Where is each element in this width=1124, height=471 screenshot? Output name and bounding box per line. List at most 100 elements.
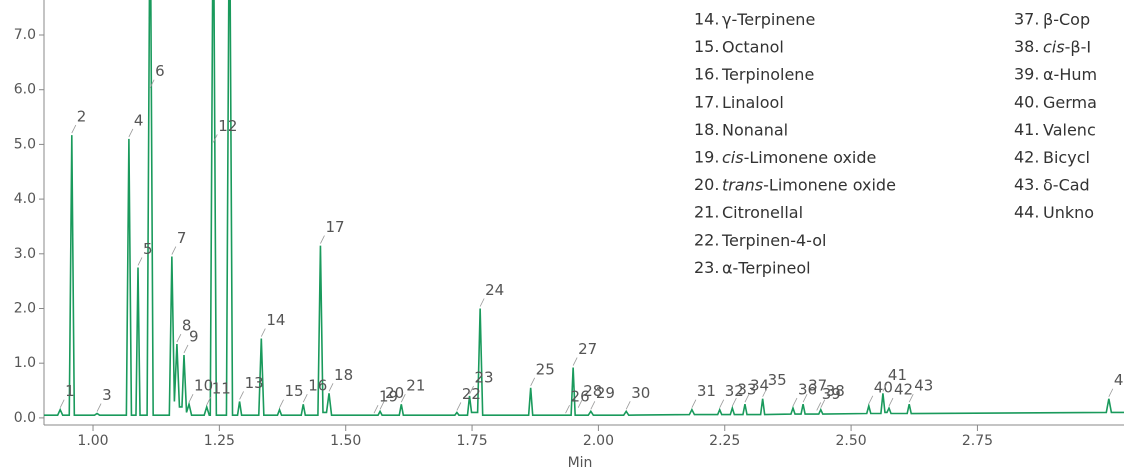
legend-text: α-Hum: [1043, 65, 1097, 84]
legend-italic: trans: [722, 175, 763, 194]
legend-text: Linalool: [722, 92, 784, 111]
peak-leader: [400, 394, 406, 403]
legend-name: cis-Limonene oxide: [722, 148, 876, 167]
legend-number: 22.: [694, 230, 719, 249]
peak-label: 7: [177, 229, 187, 247]
peak-leader: [908, 394, 914, 403]
peak-label: 37: [808, 377, 827, 395]
peak-label: 43: [914, 377, 933, 395]
y-tick-label: 4.0: [14, 191, 36, 207]
y-tick-label: 3.0: [14, 246, 36, 262]
peak-label: 23: [475, 369, 494, 387]
peak-leader: [320, 235, 325, 244]
legend-name: α-Hum: [1043, 65, 1097, 84]
peak-leader: [188, 394, 194, 403]
legend-number: 15.: [694, 37, 719, 56]
legend-name: γ-Terpinene: [722, 10, 815, 29]
legend-name: Bicycl: [1043, 148, 1090, 167]
peak-label: 12: [218, 117, 237, 135]
legend-italic: cis: [1043, 37, 1065, 56]
peak-label: 27: [578, 340, 597, 358]
peak-label: 3: [102, 386, 112, 404]
legend-text: -β-I: [1065, 37, 1091, 56]
legend-number: 19.: [694, 148, 719, 167]
peak-label: 16: [308, 377, 327, 395]
y-tick-label: 7.0: [14, 27, 36, 43]
peak-leader: [149, 79, 155, 88]
legend-number: 20.: [694, 175, 719, 194]
peak-leader: [691, 399, 697, 408]
peak-label: 41: [888, 366, 907, 384]
legend-text: -Limonene oxide: [744, 148, 877, 167]
x-tick-label: 2.00: [583, 433, 614, 449]
legend-name: cis-β-I: [1043, 37, 1091, 56]
legend-text: Bicycl: [1043, 148, 1090, 167]
peak-leader: [731, 397, 737, 407]
peak-leader: [373, 404, 379, 414]
chromatogram-trace: [44, 0, 1124, 416]
legend-number: 17.: [694, 92, 719, 111]
peak-label: 11: [212, 379, 231, 397]
legend-text: Octanol: [722, 37, 784, 56]
peak-label: 34: [750, 377, 769, 395]
x-tick-label: 1.00: [77, 433, 108, 449]
legend-number: 18.: [694, 120, 719, 139]
peak-label: 21: [406, 377, 425, 395]
peak-leader: [792, 397, 798, 407]
peak-leader: [183, 344, 189, 354]
x-tick-label: 1.25: [204, 433, 235, 449]
peak-leader: [379, 401, 385, 410]
legend-text: Valenc: [1043, 120, 1096, 139]
legend-text: Germa: [1043, 92, 1097, 111]
legend-name: α-Terpineol: [722, 258, 811, 277]
peak-leader: [328, 383, 334, 392]
peak-label: 20: [385, 384, 404, 402]
peak-leader: [456, 402, 462, 411]
peak-label: 22: [462, 385, 481, 403]
peak-leader: [590, 401, 596, 410]
legend-number: 41.: [1014, 120, 1039, 139]
x-tick-label: 1.50: [330, 433, 361, 449]
y-tick-label: 6.0: [14, 82, 36, 98]
peak-label: 36: [798, 381, 817, 399]
peak-label: 44: [1114, 371, 1124, 389]
legend-number: 37.: [1014, 10, 1039, 29]
peak-label: 39: [822, 385, 841, 403]
peak-label: 2: [77, 108, 87, 126]
peak-label: 26: [571, 388, 590, 406]
peak-label: 4: [134, 111, 144, 129]
legend-italic: cis: [722, 148, 744, 167]
legend-number: 42.: [1014, 148, 1039, 167]
peak-leader: [882, 383, 888, 392]
peak-label: 32: [725, 382, 744, 400]
peak-label: 10: [194, 377, 213, 395]
peak-leader: [279, 399, 284, 408]
legend-text: Nonanal: [722, 120, 788, 139]
peak-label: 33: [737, 381, 756, 399]
y-tick-label: 1.0: [14, 355, 36, 371]
peak-label: 1: [65, 382, 75, 400]
x-tick-label: 2.50: [836, 433, 867, 449]
peak-label: 9: [189, 327, 199, 345]
peak-label: 8: [182, 317, 192, 335]
peak-leader: [868, 395, 874, 405]
legend-text: δ-Cad: [1043, 175, 1090, 194]
legend-name: Germa: [1043, 92, 1097, 111]
peak-leader: [260, 328, 266, 337]
peak-label: 15: [285, 382, 304, 400]
peak-leader: [565, 404, 570, 414]
peak-label: 31: [697, 382, 716, 400]
legend-number: 38.: [1014, 37, 1039, 56]
peak-label: 25: [536, 360, 555, 378]
peak-label: 40: [874, 378, 893, 396]
peak-label: 28: [583, 382, 602, 400]
legend-number: 23.: [694, 258, 719, 277]
peak-leader: [469, 385, 474, 395]
peak-leader: [1108, 388, 1114, 397]
peak-label: 29: [596, 384, 615, 402]
peak-leader: [71, 124, 77, 134]
legend-text: Terpinolene: [721, 65, 814, 84]
legend-number: 43.: [1014, 175, 1039, 194]
peak-label: 19: [379, 388, 398, 406]
